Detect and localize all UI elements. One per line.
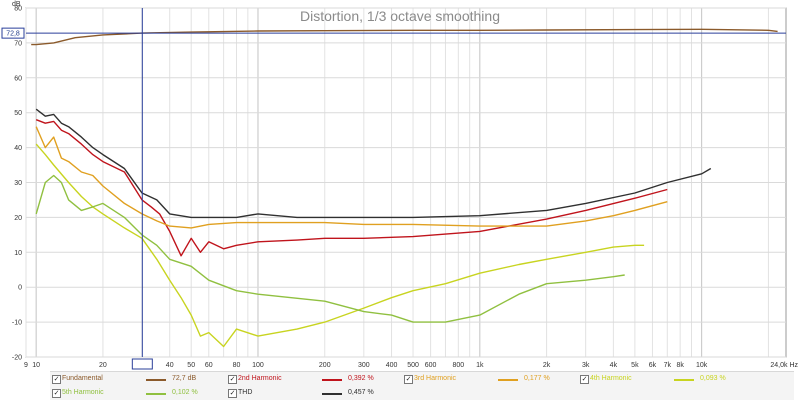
x-tick-label: 9	[24, 362, 28, 369]
legend-swatch	[146, 379, 166, 381]
legend-checkbox[interactable]: ✓	[228, 389, 237, 398]
series-lines	[31, 28, 778, 348]
legend-item[interactable]: ✓ THD 0,457 %	[226, 387, 402, 400]
legend-checkbox[interactable]: ✓	[52, 389, 61, 398]
legend-series-name: 5th Harmonic	[62, 389, 104, 396]
legend-swatch	[674, 379, 694, 381]
x-tick-label: 2k	[543, 362, 551, 369]
legend-swatch	[498, 379, 518, 381]
legend-checkbox[interactable]: ✓	[580, 375, 589, 384]
legend-series-value: 0,392 %	[348, 375, 374, 382]
series-line-4	[35, 174, 625, 323]
x-tick-label: 500	[407, 362, 419, 369]
x-tick-label: 600	[425, 362, 437, 369]
x-tick-labels: 9102030,1405060801002003004005006008001k…	[24, 362, 798, 369]
x-tick-label: 3k	[582, 362, 590, 369]
y-tick-label: -10	[12, 320, 22, 327]
legend-item[interactable]: ✓ Fundamental 72,7 dB	[50, 373, 226, 386]
cursor-y-box	[1, 27, 25, 39]
series-line-1	[35, 119, 668, 257]
x-tick-label: 200	[319, 362, 331, 369]
x-tick-label: 6k	[649, 362, 657, 369]
x-tick-label: 5k	[631, 362, 639, 369]
y-tick-label: 60	[14, 75, 22, 82]
x-tick-label: 300	[358, 362, 370, 369]
x-tick-label: 24,0k Hz	[770, 362, 798, 369]
series-line-2	[35, 126, 668, 229]
y-tick-label: 10	[14, 250, 22, 257]
cursor-y-label: 72,8	[6, 31, 20, 38]
y-axis-label: dB	[12, 1, 21, 8]
legend-swatch	[322, 379, 342, 381]
legend-item[interactable]: ✓ 3rd Harmonic 0,177 %	[402, 373, 578, 386]
x-tick-label: 1k	[476, 362, 484, 369]
legend-series-value: 72,7 dB	[172, 375, 197, 382]
chart-title: Distortion, 1/3 octave smoothing	[300, 8, 500, 24]
legend-swatch	[146, 393, 166, 395]
x-tick-label: 80	[233, 362, 241, 369]
legend-row: ✓ 5th Harmonic 0,102 % ✓ THD 0,457 %	[50, 387, 794, 400]
legend-series-name: THD	[238, 389, 253, 396]
legend-series-name: 4th Harmonic	[590, 375, 632, 382]
legend-item[interactable]: ✓ 5th Harmonic 0,102 %	[50, 387, 226, 400]
x-tick-label: 800	[452, 362, 464, 369]
series-line-5	[35, 108, 712, 219]
x-tick-label: 50	[187, 362, 195, 369]
legend-series-name: 2nd Harmonic	[238, 375, 282, 382]
legend-checkbox[interactable]: ✓	[404, 375, 413, 384]
legend-series-value: 0,177 %	[524, 375, 550, 382]
legend-item[interactable]: ✓ 4th Harmonic 0,093 %	[578, 373, 754, 386]
legend-series-value: 0,102 %	[172, 389, 198, 396]
y-tick-label: 40	[14, 145, 22, 152]
legend-checkbox[interactable]: ✓	[52, 375, 61, 384]
y-tick-label: 0	[18, 285, 22, 292]
x-tick-label: 7k	[664, 362, 672, 369]
legend-swatch	[322, 393, 342, 395]
x-tick-label: 10	[32, 362, 40, 369]
y-tick-label: 50	[14, 110, 22, 117]
cursor[interactable]: 72,8	[1, 8, 786, 370]
legend: ✓ Fundamental 72,7 dB ✓ 2nd Harmonic 0,392 % ✓…	[50, 371, 794, 400]
legend-series-name: 3rd Harmonic	[414, 375, 457, 382]
x-tick-label: 400	[386, 362, 398, 369]
y-tick-label: 20	[14, 215, 22, 222]
y-tick-label: 30	[14, 180, 22, 187]
x-tick-label: 4k	[610, 362, 618, 369]
x-tick-label: 60	[205, 362, 213, 369]
x-tick-label: 40	[166, 362, 174, 369]
x-tick-label: 8k	[676, 362, 684, 369]
legend-series-value: 0,093 %	[700, 375, 726, 382]
y-tick-label: 70	[14, 40, 22, 47]
x-tick-label: 100	[252, 362, 264, 369]
legend-row: ✓ Fundamental 72,7 dB ✓ 2nd Harmonic 0,392 % ✓…	[50, 373, 794, 386]
legend-item[interactable]: ✓ 2nd Harmonic 0,392 %	[226, 373, 402, 386]
legend-series-name: Fundamental	[62, 375, 103, 382]
x-tick-label: 20	[99, 362, 107, 369]
y-tick-label: 80	[14, 6, 22, 13]
y-tick-label: -20	[12, 355, 22, 362]
legend-checkbox[interactable]: ✓	[228, 375, 237, 384]
y-tick-labels: 80 70 60 50 40 30 20 10 0 -10 -20	[12, 6, 22, 362]
cursor-x-box	[131, 358, 153, 370]
series-line-0	[31, 28, 778, 46]
legend-series-value: 0,457 %	[348, 389, 374, 396]
x-tick-label: 10k	[696, 362, 708, 369]
